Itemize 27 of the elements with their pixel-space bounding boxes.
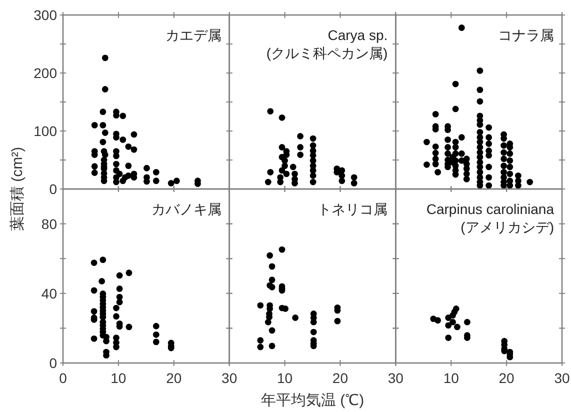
y-axis-title: 葉面積 (cm²) [9,146,26,232]
text: カバノキ属 [151,201,222,217]
x-tick-label: 20 [332,370,348,386]
y-tick-label: 0 [49,355,58,371]
y-tick-label: 0 [49,181,58,197]
y-tick-label: 80 [41,216,58,232]
text: カエデ属 [165,27,222,43]
x-tick-label: 0 [59,370,68,386]
x-tick-label: 10 [276,370,293,386]
x-tick-label: 10 [110,370,126,386]
x-tick-label: 30 [388,370,404,386]
y-tick-label: 200 [34,65,58,81]
text: (クルミ科ペカン属) [266,45,388,61]
text: コナラ属 [498,27,554,43]
x-axis-title: 年平均気温 (℃) [260,392,364,409]
x-tick-label: 30 [222,370,238,386]
x-tick-label: 10 [443,370,460,386]
y-tick-label: 40 [41,285,58,302]
y-tick-label: 300 [34,7,58,23]
text: Carpinus caroliniana [426,201,554,217]
text: Carya sp. [328,27,388,43]
text: トネリコ属 [318,201,388,217]
text: (アメリカシデ) [460,219,554,235]
x-tick-label: 30 [554,370,570,386]
x-tick-label: 20 [166,370,182,386]
y-tick-label: 100 [34,123,58,139]
x-tick-label: 20 [498,370,515,386]
